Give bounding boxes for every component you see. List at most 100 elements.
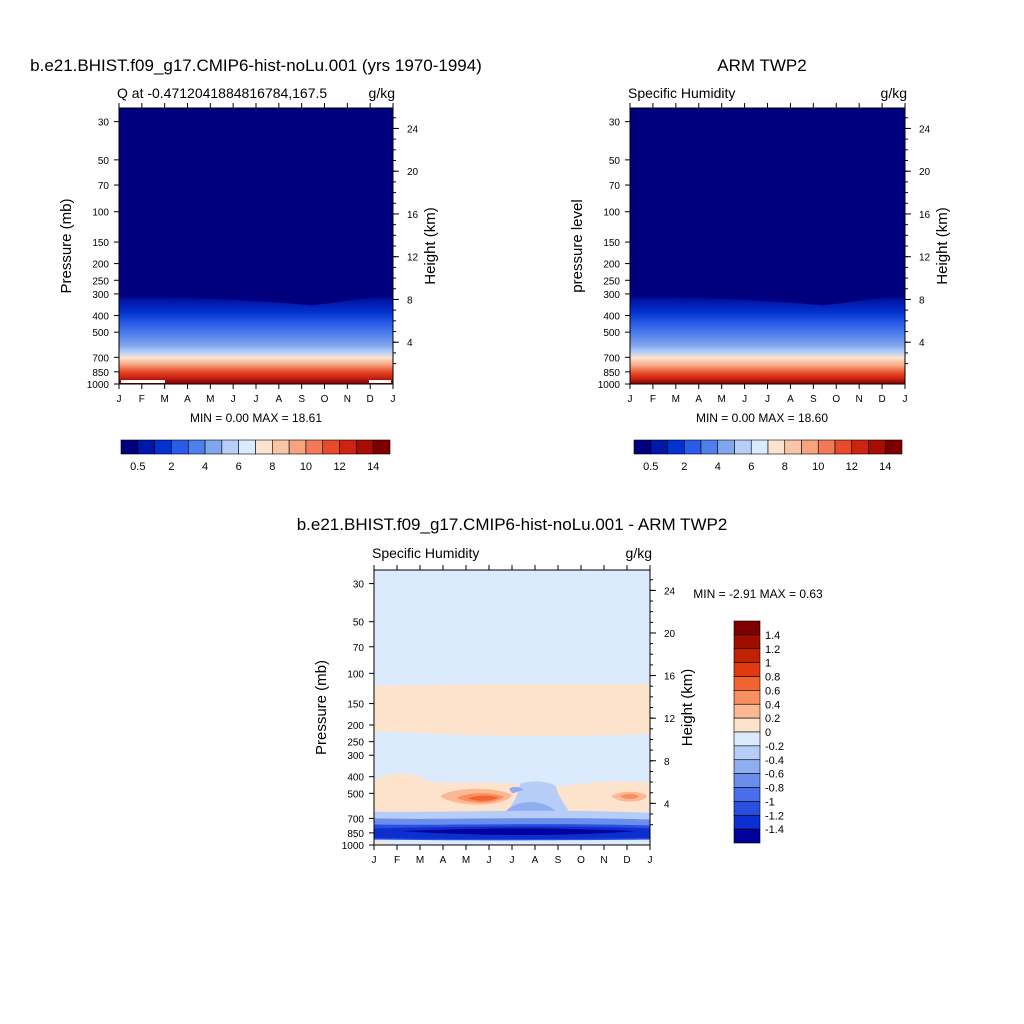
colorbar-swatch: [733, 634, 761, 650]
y-tick-label: 400: [603, 311, 620, 322]
y-axis-label: Pressure (mb): [313, 660, 330, 755]
x-tick-label: F: [139, 394, 145, 405]
x-tick-label: S: [555, 855, 562, 866]
colorbar-swatch: [733, 745, 761, 761]
colorbar-swatch: [238, 439, 256, 455]
colorbar-label: -1: [765, 796, 775, 808]
y-tick-label: 150: [603, 238, 620, 249]
y2-tick-label: 16: [407, 210, 419, 221]
colorbar-swatch: [801, 439, 819, 455]
colorbar-swatch: [272, 439, 290, 455]
colorbar-label: 0: [765, 727, 771, 739]
x-tick-label: M: [672, 394, 680, 405]
colorbar-label: 14: [367, 461, 379, 473]
colorbar: 1.4 1.2 1 0.80.6 0.4 0.2 0 -0.2 -0.4 -0.6 -0.8-1 -1…: [733, 620, 784, 844]
x-tick-label: S: [810, 394, 817, 405]
y-tick-label: 300: [92, 290, 109, 301]
y-tick-label: 200: [603, 260, 620, 271]
diff-low-dry-core: [401, 828, 637, 836]
x-tick-label: N: [344, 394, 351, 405]
y-tick-label: 30: [609, 118, 621, 129]
colorbar-swatch: [650, 439, 668, 455]
y-tick-label: 300: [347, 751, 364, 762]
x-tick-label: D: [367, 394, 374, 405]
y-tick-label: 1000: [598, 380, 621, 391]
colorbar-swatch: [733, 676, 761, 691]
x-tick-label: J: [254, 394, 259, 405]
units-label: g/kg: [626, 545, 652, 561]
y2-tick-label: 16: [919, 210, 931, 221]
colorbar-swatch: [221, 439, 239, 455]
x-tick-label: S: [298, 394, 305, 405]
chart-panel-3: b.e21.BHIST.f09_g17.CMIP6-hist-noLu.001 …: [297, 515, 823, 866]
x-tick-label: J: [231, 394, 236, 405]
colorbar-swatch: [750, 439, 769, 455]
diff-surface-band: [374, 839, 650, 845]
colorbar-swatch: [137, 439, 155, 455]
colorbar-label: 2: [168, 461, 174, 473]
colorbar-swatch: [868, 439, 886, 455]
y2-tick-label: 16: [664, 672, 676, 683]
colorbar-swatch: [733, 662, 761, 677]
colorbar-swatch: [851, 439, 869, 455]
y-tick-label: 100: [347, 669, 364, 680]
y-axis-label: Pressure (mb): [58, 198, 75, 293]
diff-surface-moist: [374, 842, 388, 845]
chart-title: b.e21.BHIST.f09_g17.CMIP6-hist-noLu.001 …: [30, 56, 482, 75]
colorbar: 0.5 2 4 6 8 10 12 14: [120, 439, 391, 473]
x-tick-label: F: [650, 394, 656, 405]
colorbar-label: 0.5: [130, 461, 145, 473]
y2-tick-label: 12: [919, 253, 931, 264]
y-tick-label: 850: [347, 829, 364, 840]
colorbar-swatch: [767, 439, 786, 455]
x-tick-label: M: [416, 855, 424, 866]
x-tick-label: J: [510, 855, 515, 866]
x-tick-label: O: [577, 855, 585, 866]
y-tick-label: 70: [353, 643, 365, 654]
colorbar-swatch: [339, 439, 357, 455]
y-tick-label: 200: [347, 721, 364, 732]
x-tick-label: M: [462, 855, 470, 866]
colorbar-label: 12: [846, 461, 858, 473]
colorbar-swatch: [733, 814, 761, 830]
colorbar-label: 10: [300, 461, 312, 473]
colorbar-swatch: [356, 439, 374, 455]
diff-dry-spot: [509, 787, 524, 794]
colorbar-swatch: [817, 439, 836, 455]
units-label: g/kg: [881, 85, 907, 101]
x-tick-label: A: [440, 855, 447, 866]
colorbar-label: 10: [812, 461, 824, 473]
x-tick-label: F: [394, 855, 400, 866]
min-max-label: MIN = 0.00 MAX = 18.61: [190, 411, 322, 425]
y-tick-label: 300: [603, 290, 620, 301]
colorbar-label: -0.6: [765, 769, 784, 781]
colorbar-swatch: [733, 773, 761, 788]
y2-tick-label: 24: [919, 124, 931, 135]
colorbar-label: 1: [765, 658, 771, 670]
colorbar-swatch: [733, 648, 761, 663]
colorbar-label: 4: [202, 461, 208, 473]
y2-tick-label: 8: [919, 295, 925, 306]
colorbar-label: 0.4: [765, 699, 780, 711]
colorbar-label: -1.4: [765, 824, 784, 836]
colorbar-label: 8: [269, 461, 275, 473]
y-tick-label: 250: [603, 276, 620, 287]
y-tick-label: 100: [92, 208, 109, 219]
colorbar-swatch: [288, 439, 307, 455]
y2-tick-label: 12: [664, 714, 676, 725]
x-tick-label: J: [628, 394, 633, 405]
colorbar-swatch: [120, 439, 139, 455]
colorbar-swatch: [717, 439, 735, 455]
colorbar-swatch: [305, 439, 324, 455]
colorbar-label: 1.4: [765, 630, 780, 642]
chart-subtitle: Q at -0.4712041884816784,167.5: [117, 85, 327, 101]
y2-tick-label: 8: [664, 757, 670, 768]
colorbar-label: 2: [681, 461, 687, 473]
x-tick-label: M: [717, 394, 725, 405]
colorbar-swatch: [255, 439, 273, 455]
min-max-label: MIN = -2.91 MAX = 0.63: [693, 587, 823, 601]
colorbar-swatch: [884, 439, 903, 455]
colorbar-label: 0.8: [765, 672, 780, 684]
x-tick-label: N: [856, 394, 863, 405]
